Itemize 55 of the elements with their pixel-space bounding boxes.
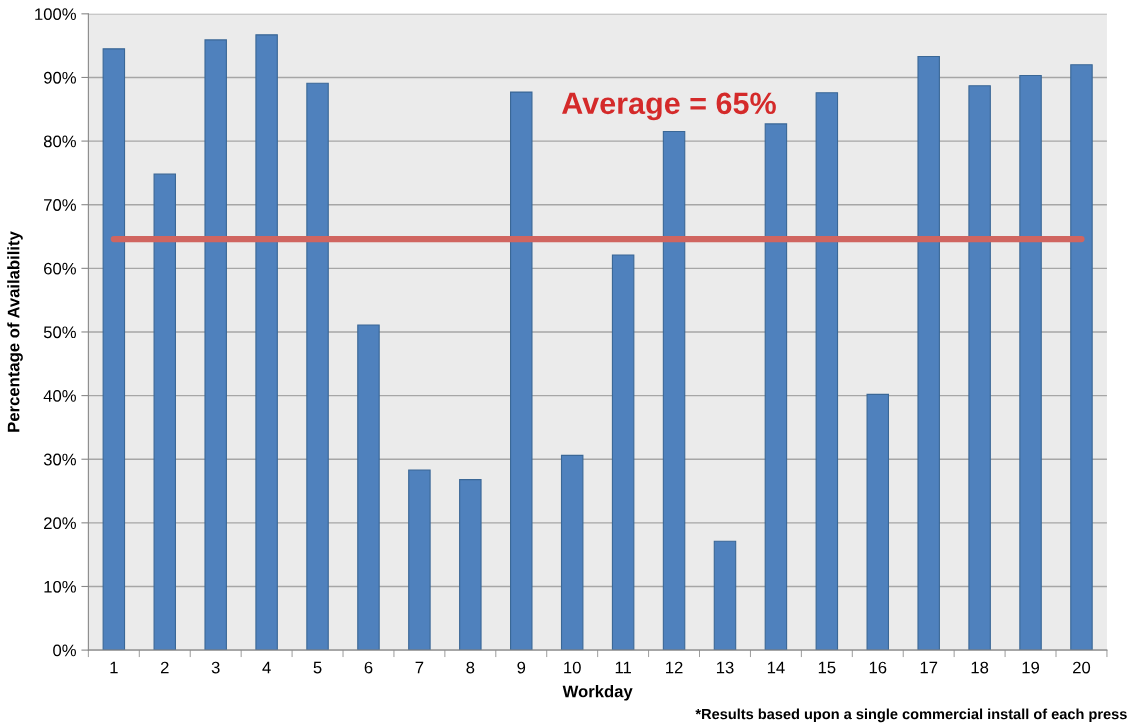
bar bbox=[866, 393, 890, 651]
x-axis-title: Workday bbox=[562, 685, 633, 701]
bar bbox=[560, 454, 584, 651]
x-tick-label: 19 bbox=[1022, 661, 1040, 674]
x-tick-label: 10 bbox=[564, 661, 581, 674]
bar bbox=[917, 55, 940, 651]
text: *Results based upon a single commercial install of each press bbox=[695, 708, 1127, 723]
x-tick-label: 18 bbox=[971, 661, 989, 674]
x-tick-label: 7 bbox=[415, 661, 424, 674]
bar bbox=[357, 324, 380, 651]
y-tick-label: 50% bbox=[43, 326, 76, 339]
y-tick-label: 0% bbox=[53, 644, 76, 657]
bar bbox=[510, 91, 533, 651]
x-tick-label: 17 bbox=[920, 661, 938, 674]
bar bbox=[459, 479, 482, 651]
bar bbox=[102, 48, 126, 651]
x-tick-label: 2 bbox=[160, 661, 169, 674]
x-tick-label: 4 bbox=[262, 661, 271, 674]
y-tick-label: 80% bbox=[43, 135, 76, 148]
y-tick-label: 10% bbox=[44, 580, 76, 593]
x-tick-label: 11 bbox=[615, 661, 631, 674]
y-tick-label: 70% bbox=[44, 199, 76, 211]
bar bbox=[255, 34, 278, 651]
bar bbox=[153, 173, 177, 651]
x-tick-label: 1 bbox=[110, 661, 118, 674]
bar bbox=[713, 540, 737, 651]
bar bbox=[306, 82, 329, 651]
bar bbox=[611, 254, 635, 651]
bar bbox=[764, 123, 788, 651]
y-axis-title: Percentage of Availability bbox=[7, 231, 23, 432]
x-tick-label: 20 bbox=[1073, 661, 1091, 674]
y-tick-label: 60% bbox=[44, 262, 76, 275]
y-tick-label: 100% bbox=[35, 8, 76, 21]
x-tick-label: 13 bbox=[716, 661, 734, 674]
x-tick-label: 16 bbox=[869, 661, 887, 674]
bar bbox=[968, 85, 991, 651]
bar bbox=[408, 469, 431, 651]
annotation: Average = 65% bbox=[562, 92, 776, 121]
x-tick-label: 6 bbox=[364, 661, 373, 674]
bar bbox=[204, 39, 227, 651]
y-tick-label: 20% bbox=[44, 517, 76, 530]
x-tick-label: 14 bbox=[767, 661, 785, 674]
x-tick-label: 9 bbox=[517, 661, 526, 674]
x-tick-label: 15 bbox=[818, 661, 836, 674]
x-tick-label: 8 bbox=[466, 661, 475, 674]
bar bbox=[662, 130, 686, 651]
x-tick-label: 3 bbox=[211, 661, 220, 674]
y-tick-label: 40% bbox=[43, 390, 76, 402]
y-tick-label: 30% bbox=[43, 453, 76, 466]
bar bbox=[815, 92, 839, 651]
bar bbox=[1019, 74, 1042, 651]
x-tick-label: 12 bbox=[666, 661, 683, 674]
bar bbox=[1070, 64, 1093, 651]
y-tick-label: 90% bbox=[43, 71, 76, 84]
x-tick-label: 5 bbox=[313, 661, 322, 674]
